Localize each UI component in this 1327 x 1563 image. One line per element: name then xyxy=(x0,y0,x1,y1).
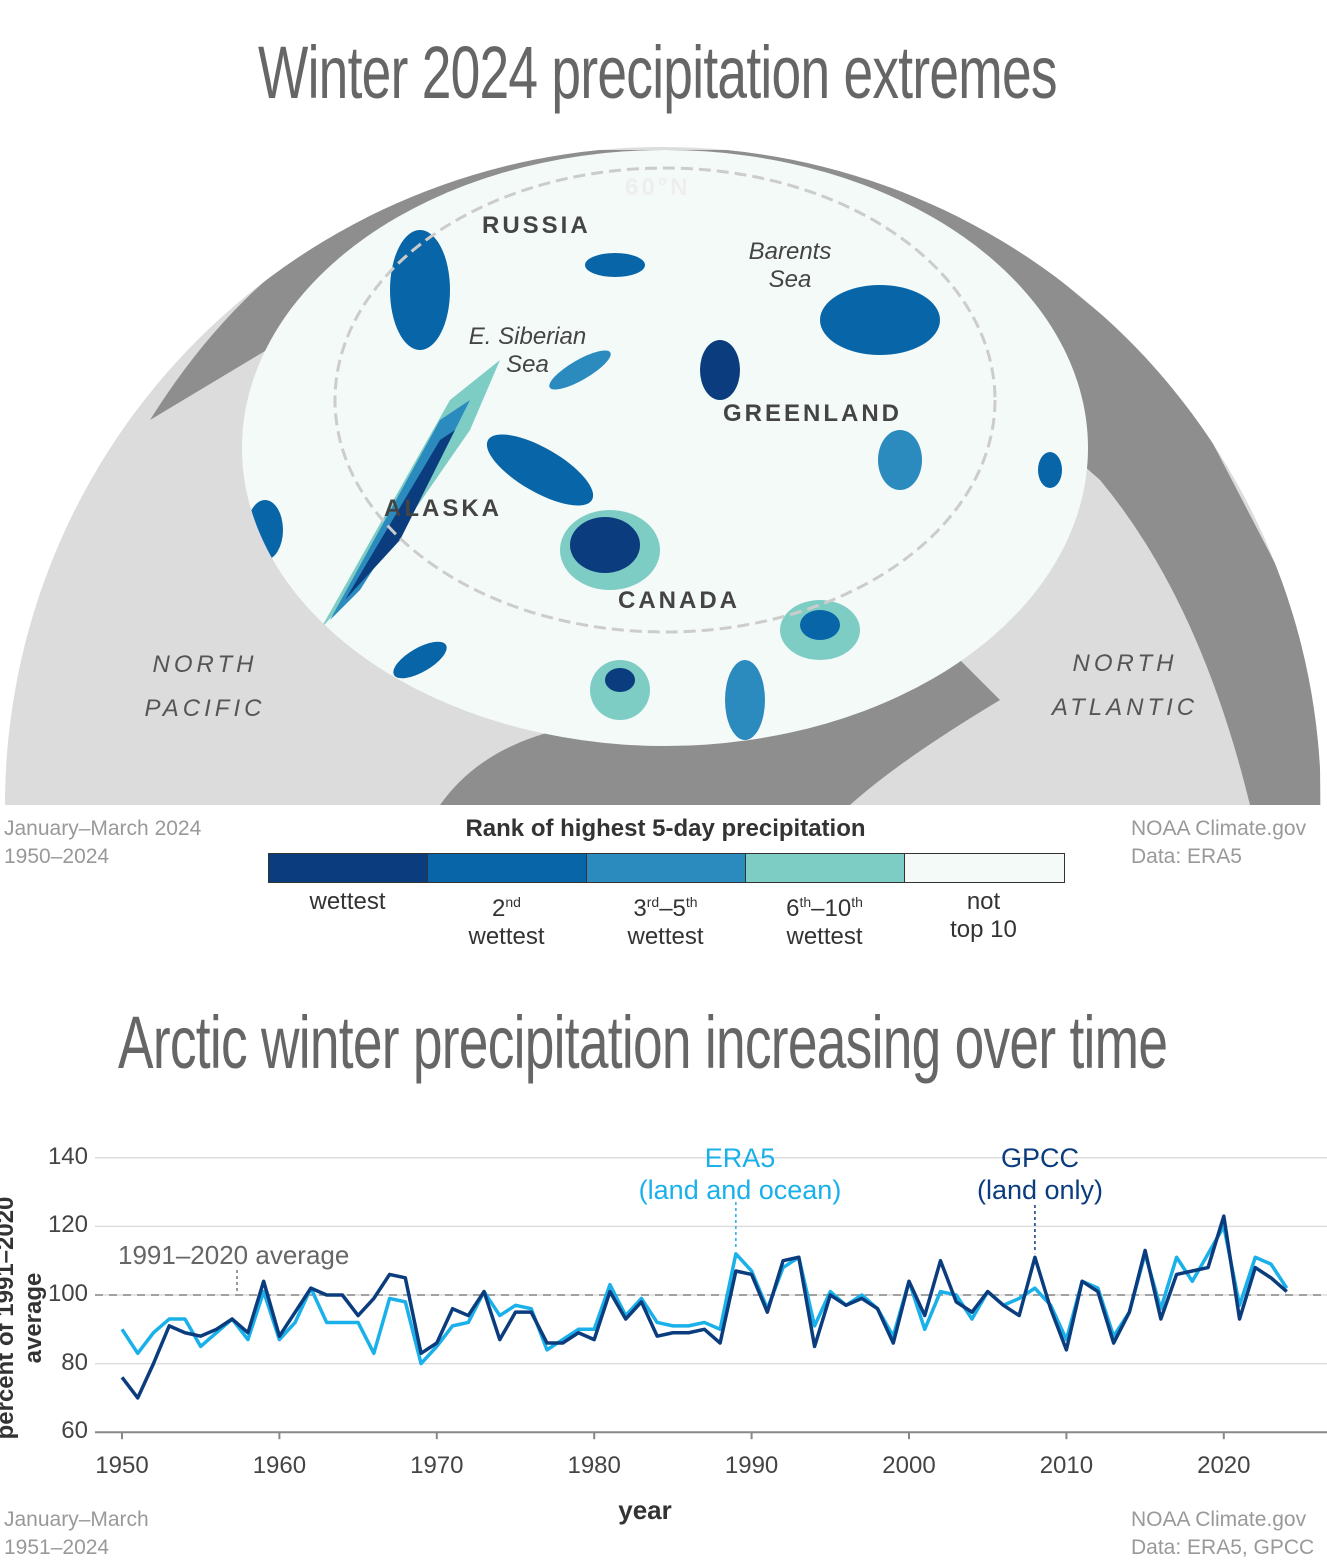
line-chart xyxy=(95,1157,1327,1440)
north-atlantic-label: NORTH ATLANTIC xyxy=(1051,650,1199,721)
y-tick-label: 60 xyxy=(61,1417,88,1445)
east-siberian-sea-label: E. Siberian Sea xyxy=(468,323,587,378)
x-tick-label: 1990 xyxy=(724,1452,779,1479)
gpcc-series-label: GPCC (land only) xyxy=(976,1143,1104,1205)
x-tick-label: 2010 xyxy=(1039,1452,1094,1479)
x-tick-label: 1950 xyxy=(95,1452,149,1479)
lat-label: 60°N xyxy=(625,174,691,201)
legend-swatch-wettest xyxy=(269,854,428,882)
legend-label: not top 10 xyxy=(950,888,1017,943)
precipitation-blobs xyxy=(247,230,1062,740)
legend-title: Rank of highest 5-day precipitation xyxy=(465,815,866,842)
y-tick-label: 80 xyxy=(61,1348,88,1376)
legend-labels: wettest 2nd wettest 3rd–5th wettest 6th–10… xyxy=(268,888,1063,951)
legend-colorbar xyxy=(268,853,1065,883)
x-tick-label: 1960 xyxy=(252,1452,307,1479)
alaska-label: ALASKA xyxy=(384,495,502,522)
chart-footer-right: NOAA Climate.gov Data: ERA5, GPCC xyxy=(1131,1508,1315,1559)
x-tick-label: 2020 xyxy=(1197,1452,1251,1479)
x-tick-label: 1980 xyxy=(567,1452,621,1479)
legend-swatch-3rd-5th xyxy=(587,854,746,882)
y-tick-label: 100 xyxy=(47,1280,88,1307)
legend-label: wettest xyxy=(309,888,386,915)
map-footer-right: NOAA Climate.gov Data: ERA5 xyxy=(1131,817,1307,868)
era5-series-label: ERA5 (land and ocean) xyxy=(638,1143,842,1205)
y-tick-label: 120 xyxy=(47,1211,88,1239)
x-tick-label: 1970 xyxy=(410,1452,464,1479)
greenland-label: GREENLAND xyxy=(723,400,903,427)
x-tick-label: 2000 xyxy=(882,1452,936,1479)
canada-label: CANADA xyxy=(618,587,740,614)
average-line-label: 1991–2020 average xyxy=(118,1240,350,1270)
y-tick-label: 140 xyxy=(47,1142,88,1170)
x-axis-label: year xyxy=(618,1495,672,1525)
legend-swatch-not-top10 xyxy=(905,854,1064,882)
map-footer-left: January–March 2024 1950–2024 xyxy=(4,817,202,868)
legend-label: 6th–10th wettest xyxy=(786,894,863,950)
legend-label: 2nd wettest xyxy=(468,894,545,950)
legend-swatch-2nd xyxy=(428,854,587,882)
map-title: Winter 2024 precipitation extremes xyxy=(258,31,1058,114)
barents-sea-label: Barents Sea xyxy=(748,238,832,293)
legend-swatch-6th-10th xyxy=(746,854,905,882)
russia-label: RUSSIA xyxy=(482,212,591,239)
chart-footer-left: January–March 1951–2024 xyxy=(4,1508,149,1559)
chart-title: Arctic winter precipitation increasing o… xyxy=(118,1001,1168,1084)
legend-label: 3rd–5th wettest xyxy=(627,894,704,950)
arctic-map xyxy=(5,147,1321,805)
60n-circle xyxy=(333,166,997,634)
north-pacific-label: NORTH PACIFIC xyxy=(144,651,266,722)
